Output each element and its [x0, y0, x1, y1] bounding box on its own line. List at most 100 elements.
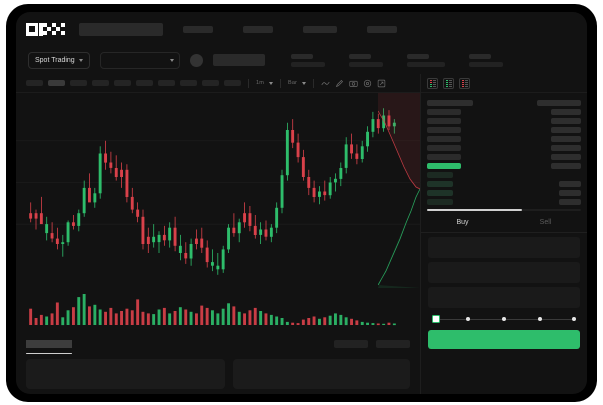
submit-buy-button[interactable] [428, 330, 580, 349]
stat-label [406, 53, 429, 59]
orderbook-size-bar [559, 198, 581, 205]
orderbook-row[interactable] [427, 134, 581, 143]
timeframe-button-active[interactable] [48, 80, 65, 86]
fullscreen-icon[interactable] [377, 79, 386, 88]
amount-slider[interactable] [432, 312, 576, 326]
orderbook-price-bar [427, 153, 461, 160]
stat-value [468, 61, 503, 67]
orderbook-row[interactable] [427, 161, 581, 170]
stat-value [290, 61, 325, 67]
orderbook-size-bar [551, 144, 581, 151]
okx-logo[interactable] [26, 22, 65, 36]
timeframe-button[interactable] [136, 80, 153, 86]
chevron-down-icon [78, 58, 83, 62]
total-field[interactable] [428, 287, 580, 308]
slider-stop-75[interactable] [538, 317, 542, 321]
orderbook-row[interactable] [427, 152, 581, 161]
depth-chart-overlay [378, 93, 420, 288]
device-frame: Spot Trading [6, 4, 597, 402]
timeframe-button[interactable] [202, 80, 219, 86]
stat-label [348, 53, 371, 59]
coin-avatar [189, 53, 203, 67]
orderbook-price-bar [427, 108, 461, 115]
slider-stop-25[interactable] [466, 317, 470, 321]
pair-name-label [212, 54, 265, 66]
tab-sell[interactable]: Sell [539, 219, 552, 226]
mode-bar-group [429, 79, 432, 87]
chart-toolbar: 1m Bar [16, 74, 420, 93]
buysell-tabbar: Buy Sell [421, 213, 587, 233]
pencil-icon[interactable] [335, 79, 344, 88]
nav-item-3[interactable] [303, 25, 337, 33]
price-chart[interactable] [16, 93, 421, 288]
settings-icon[interactable] [363, 79, 372, 88]
orderbook-mode-both[interactable] [427, 77, 438, 89]
volume-svg [29, 294, 396, 326]
orderbook-size-bar [551, 117, 581, 124]
bottom-action-1[interactable] [334, 340, 368, 348]
camera-icon[interactable] [349, 79, 358, 88]
indicators-icon[interactable] [321, 79, 330, 88]
orderbook-size-bar [537, 99, 581, 106]
orderbook-row[interactable] [427, 179, 581, 188]
market-type-selector[interactable]: Spot Trading [28, 51, 90, 69]
tab-buy[interactable]: Buy [456, 219, 469, 226]
volume-chart [16, 288, 420, 333]
stat-item [290, 53, 325, 67]
orderbook-mode-bids[interactable] [443, 77, 454, 89]
orderbook-price-bar [427, 171, 453, 178]
bottom-action-2[interactable] [376, 340, 410, 348]
slider-stop-100[interactable] [572, 317, 576, 321]
orderbook-price-bar [427, 135, 461, 142]
timeframe-button[interactable] [158, 80, 175, 86]
market-type-label: Spot Trading [35, 56, 75, 64]
timeframe-button[interactable] [92, 80, 109, 86]
slider-stop-50[interactable] [502, 317, 506, 321]
orderbook-price-bar [427, 144, 461, 151]
app-body: 1m Bar [16, 74, 587, 394]
stat-item [468, 53, 503, 67]
orderbook-row[interactable] [427, 116, 581, 125]
chevron-down-icon[interactable] [269, 81, 274, 85]
tab-open-orders[interactable] [26, 340, 72, 348]
nav-item-1[interactable] [183, 25, 213, 33]
chart-column: 1m Bar [16, 74, 421, 394]
search-input[interactable] [79, 22, 163, 36]
slider-handle[interactable] [432, 315, 440, 323]
orderbook-row[interactable] [427, 125, 581, 134]
nav-item-4[interactable] [367, 25, 397, 33]
orderbook-size-bar [551, 153, 581, 160]
stat-item [348, 53, 383, 67]
app-header [16, 12, 587, 46]
orderbook-row[interactable] [427, 98, 581, 107]
orderbook-row[interactable] [427, 143, 581, 152]
mode-bar-group [465, 79, 468, 87]
mode-bar-group [461, 79, 464, 87]
orderbook-row[interactable] [427, 197, 581, 206]
charttype-dropdown-label[interactable]: Bar [288, 80, 298, 86]
tab-order-history[interactable] [82, 340, 128, 348]
timeframe-button[interactable] [26, 80, 43, 86]
orderbook-column: Buy Sell [421, 74, 587, 394]
orderbook-scrollbar[interactable] [427, 209, 581, 211]
orderbook-row[interactable] [427, 170, 581, 179]
price-field[interactable] [428, 237, 580, 258]
orderbook-mode-asks[interactable] [459, 77, 470, 89]
orderbook-rows[interactable] [421, 93, 587, 206]
orderbook-row[interactable] [427, 188, 581, 197]
toolbar-divider [280, 78, 282, 88]
timeframe-dropdown-label[interactable]: 1m [256, 80, 265, 86]
candlestick-svg [16, 108, 421, 275]
timeframe-button[interactable] [114, 80, 131, 86]
timeframe-button[interactable] [224, 80, 241, 86]
timeframe-button[interactable] [180, 80, 197, 86]
chevron-down-icon[interactable] [302, 81, 307, 85]
pair-selector[interactable] [99, 51, 180, 69]
timeframe-button[interactable] [70, 80, 87, 86]
orderbook-size-bar [559, 180, 581, 187]
orderbook-price-bar [427, 126, 461, 133]
amount-field[interactable] [428, 262, 580, 283]
orderbook-row[interactable] [427, 107, 581, 116]
nav-item-2[interactable] [243, 25, 273, 33]
scrollbar-thumb[interactable] [427, 209, 523, 211]
